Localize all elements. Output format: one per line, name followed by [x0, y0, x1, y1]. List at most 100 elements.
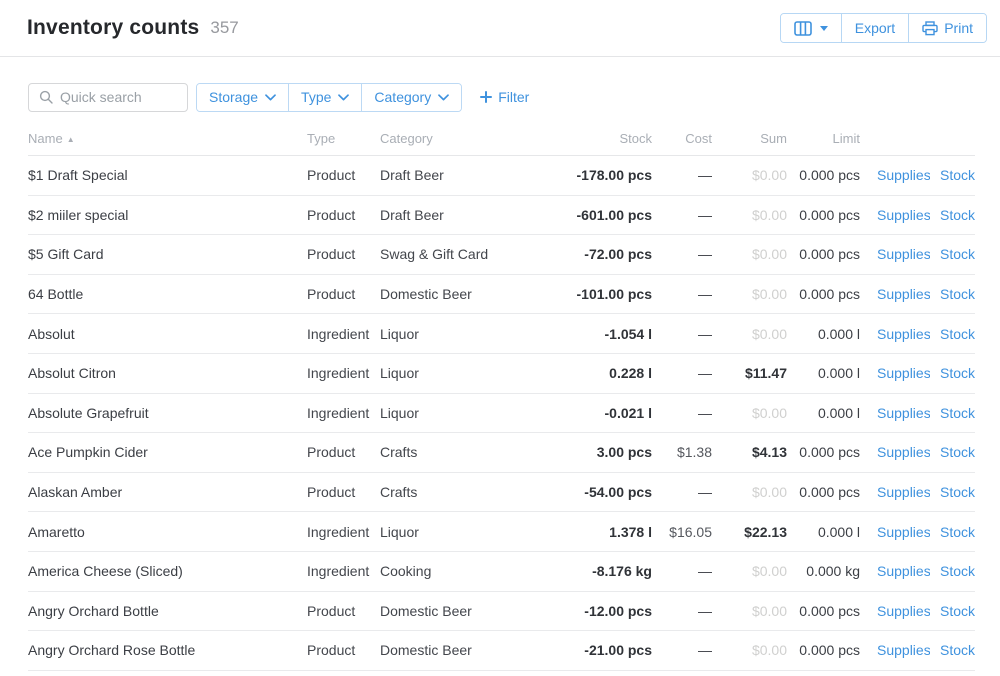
- supplies-link[interactable]: Supplies: [877, 167, 930, 184]
- caret-down-icon: [819, 25, 828, 31]
- stock-link[interactable]: Stock: [939, 523, 975, 540]
- table-row[interactable]: Ace Pumpkin Cider Product Crafts 3.00 pc…: [28, 433, 975, 473]
- column-header-limit[interactable]: Limit: [832, 130, 860, 146]
- item-type: Ingredient: [307, 523, 370, 540]
- stock-link[interactable]: Stock: [939, 286, 975, 303]
- stock-link[interactable]: Stock: [939, 602, 975, 619]
- item-type: Product: [307, 602, 356, 619]
- supplies-link[interactable]: Supplies: [877, 484, 930, 501]
- table-row[interactable]: Angry Orchard Rose Bottle Product Domest…: [28, 631, 975, 671]
- table-row[interactable]: Amaretto Ingredient Liquor 1.378 l $16.0…: [28, 512, 975, 552]
- item-cost: —: [698, 325, 712, 342]
- supplies-link[interactable]: Supplies: [877, 206, 930, 223]
- item-stock: 0.228 l: [609, 365, 652, 382]
- item-sum: $0.00: [751, 246, 787, 263]
- item-stock: -8.176 kg: [592, 563, 652, 580]
- stock-link[interactable]: Stock: [939, 206, 975, 223]
- storage-filter-dropdown[interactable]: Storage: [197, 83, 289, 111]
- category-filter-label: Category: [374, 89, 432, 105]
- record-count: 357: [210, 18, 239, 37]
- table-row[interactable]: Absolut Ingredient Liquor -1.054 l — $0.…: [28, 314, 975, 354]
- table-row[interactable]: Angry Orchard Bottle Product Domestic Be…: [28, 592, 975, 632]
- item-cost: —: [698, 246, 712, 263]
- item-sum: $0.00: [751, 286, 787, 303]
- item-limit: 0.000 pcs: [799, 286, 860, 303]
- quick-search[interactable]: [28, 82, 188, 112]
- table-row[interactable]: Absolut Citron Ingredient Liquor 0.228 l…: [28, 354, 975, 394]
- item-cost: —: [698, 365, 712, 382]
- stock-link[interactable]: Stock: [939, 167, 975, 184]
- item-stock: -72.00 pcs: [584, 246, 652, 263]
- stock-link[interactable]: Stock: [939, 246, 975, 263]
- stock-link[interactable]: Stock: [939, 325, 975, 342]
- item-name: Ace Pumpkin Cider: [28, 444, 148, 461]
- table-row[interactable]: $1 Draft Special Product Draft Beer -178…: [28, 156, 975, 196]
- add-filter-button[interactable]: Filter: [480, 89, 529, 105]
- supplies-link[interactable]: Supplies: [877, 602, 930, 619]
- supplies-link[interactable]: Supplies: [877, 523, 930, 540]
- item-limit: 0.000 l: [817, 325, 860, 342]
- item-name: $1 Draft Special: [28, 167, 128, 184]
- stock-link[interactable]: Stock: [939, 642, 975, 659]
- item-sum: $11.47: [744, 365, 787, 382]
- item-name: America Cheese (Sliced): [28, 563, 183, 580]
- type-filter-dropdown[interactable]: Type: [288, 83, 362, 111]
- item-name: Absolut Citron: [28, 365, 116, 382]
- export-button[interactable]: Export: [840, 14, 909, 42]
- chevron-down-icon: [265, 93, 276, 101]
- stock-link[interactable]: Stock: [939, 365, 975, 382]
- print-button[interactable]: Print: [908, 14, 986, 42]
- column-header-stock[interactable]: Stock: [619, 130, 652, 146]
- column-header-cost[interactable]: Cost: [685, 130, 712, 146]
- stock-link[interactable]: Stock: [939, 563, 975, 580]
- table-row[interactable]: Absolute Grapefruit Ingredient Liquor -0…: [28, 394, 975, 434]
- item-category: Liquor: [380, 365, 419, 382]
- item-type: Product: [307, 642, 356, 659]
- filter-bar: Storage Type Category Filter: [0, 57, 1000, 121]
- item-name: Alaskan Amber: [28, 484, 123, 501]
- item-name: Absolute Grapefruit: [28, 404, 149, 421]
- supplies-link[interactable]: Supplies: [877, 563, 930, 580]
- item-name: Angry Orchard Rose Bottle: [28, 642, 196, 659]
- column-header-type[interactable]: Type: [307, 130, 336, 146]
- supplies-link[interactable]: Supplies: [877, 365, 930, 382]
- category-filter-dropdown[interactable]: Category: [361, 83, 462, 111]
- item-limit: 0.000 l: [817, 404, 860, 421]
- item-stock: -12.00 pcs: [584, 602, 652, 619]
- item-category: Draft Beer: [380, 167, 444, 184]
- item-type: Product: [307, 246, 356, 263]
- item-limit: 0.000 l: [817, 523, 860, 540]
- storage-filter-label: Storage: [209, 89, 259, 105]
- item-cost: —: [698, 602, 712, 619]
- table-row[interactable]: 64 Bottle Product Domestic Beer -101.00 …: [28, 275, 975, 315]
- columns-dropdown-button[interactable]: [780, 14, 841, 42]
- item-type: Ingredient: [307, 365, 370, 382]
- item-sum: $4.13: [751, 444, 787, 461]
- table-row[interactable]: $2 miiler special Product Draft Beer -60…: [28, 196, 975, 236]
- table-row[interactable]: Alaskan Amber Product Crafts -54.00 pcs …: [28, 473, 975, 513]
- printer-icon: [922, 20, 938, 36]
- supplies-link[interactable]: Supplies: [877, 642, 930, 659]
- item-limit: 0.000 pcs: [799, 444, 860, 461]
- column-header-sum[interactable]: Sum: [760, 130, 787, 146]
- item-cost: —: [698, 167, 712, 184]
- supplies-link[interactable]: Supplies: [877, 286, 930, 303]
- supplies-link[interactable]: Supplies: [877, 246, 930, 263]
- item-sum: $0.00: [751, 642, 787, 659]
- item-stock: -0.021 l: [604, 404, 652, 421]
- supplies-link[interactable]: Supplies: [877, 444, 930, 461]
- item-type: Product: [307, 444, 356, 461]
- item-stock: 1.378 l: [609, 523, 652, 540]
- table-row[interactable]: America Cheese (Sliced) Ingredient Cooki…: [28, 552, 975, 592]
- supplies-link[interactable]: Supplies: [877, 404, 930, 421]
- search-input[interactable]: [60, 89, 177, 105]
- stock-link[interactable]: Stock: [939, 484, 975, 501]
- stock-link[interactable]: Stock: [939, 444, 975, 461]
- item-sum: $0.00: [751, 404, 787, 421]
- stock-link[interactable]: Stock: [939, 404, 975, 421]
- column-header-name[interactable]: Name ▲: [28, 131, 307, 146]
- column-header-category[interactable]: Category: [380, 130, 433, 146]
- table-row[interactable]: $5 Gift Card Product Swag & Gift Card -7…: [28, 235, 975, 275]
- item-category: Cooking: [380, 563, 432, 580]
- supplies-link[interactable]: Supplies: [877, 325, 930, 342]
